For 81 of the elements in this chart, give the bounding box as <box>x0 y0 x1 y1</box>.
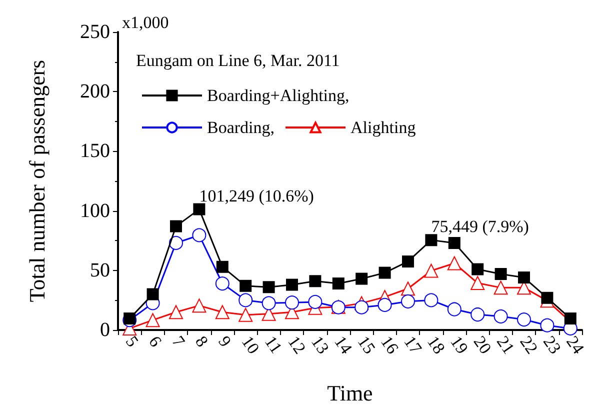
point <box>470 308 485 322</box>
point <box>494 268 507 280</box>
point <box>124 312 136 325</box>
x-tick-label: 22 <box>516 332 542 358</box>
point <box>215 305 230 320</box>
point <box>308 294 322 309</box>
x-tick-label: 23 <box>539 332 565 358</box>
point <box>146 288 159 300</box>
x-axis-title: Time <box>327 380 373 406</box>
point <box>356 272 368 285</box>
y-tick-label: 0 <box>100 319 110 341</box>
point <box>518 272 530 284</box>
x-tick-label: 18 <box>423 332 449 358</box>
legend-label: Boarding+Alighting, <box>207 86 350 105</box>
point <box>169 305 183 320</box>
point <box>378 298 392 312</box>
annotation: 75,449 (7.9%) <box>431 217 529 236</box>
legend-title: Eungam on Line 6, Mar. 2011 <box>136 51 340 70</box>
x-tick-label: 21 <box>493 332 518 358</box>
x-tick-label: 14 <box>330 332 356 358</box>
annotation: 101,249 (10.6%) <box>199 186 314 206</box>
point <box>517 312 531 327</box>
point <box>540 318 554 332</box>
point <box>470 276 485 290</box>
point <box>494 309 508 324</box>
point <box>424 264 438 278</box>
x-tick-label: 15 <box>354 332 380 358</box>
x-tick-label: 5 <box>122 332 142 350</box>
x-tick-label: 19 <box>446 332 472 358</box>
x-tick-label: 17 <box>400 332 426 358</box>
point <box>354 300 369 314</box>
point <box>448 236 460 249</box>
point <box>169 236 183 250</box>
text: x1,000 <box>122 13 169 32</box>
x-tick-label: 6 <box>145 332 166 350</box>
point <box>541 292 554 304</box>
point <box>401 282 415 296</box>
point <box>401 294 415 308</box>
point <box>215 276 230 291</box>
x-tick-label: 7 <box>168 332 189 351</box>
point <box>285 296 299 310</box>
x-tick-label: 13 <box>307 332 333 358</box>
point <box>240 280 252 292</box>
point <box>424 293 438 308</box>
legend-label: Alighting <box>350 118 416 137</box>
point <box>238 308 253 322</box>
y-tick-label: 200 <box>80 80 110 103</box>
point <box>472 263 484 276</box>
point <box>425 234 438 246</box>
point <box>447 256 462 270</box>
x-tick-label: 10 <box>238 332 264 358</box>
point <box>170 220 182 232</box>
point <box>332 278 344 290</box>
x-tick-label: 20 <box>470 332 496 358</box>
x-tick-label: 12 <box>284 332 310 358</box>
point <box>192 228 206 242</box>
y-tick-label: 150 <box>80 140 110 162</box>
point <box>216 260 228 273</box>
point <box>402 255 414 268</box>
point <box>447 302 462 316</box>
x-tick-label: 11 <box>261 332 286 357</box>
x-tick-label: 16 <box>377 332 402 358</box>
point <box>193 203 206 216</box>
legend-label: Boarding, <box>207 118 275 137</box>
point <box>309 275 322 288</box>
y-tick-label: 250 <box>80 21 110 43</box>
point <box>146 313 160 328</box>
point <box>378 266 391 279</box>
x-tick-label: 24 <box>562 332 588 358</box>
point <box>286 278 298 291</box>
point <box>494 280 508 295</box>
point <box>238 293 253 308</box>
y-tick-label: 100 <box>80 200 110 222</box>
point <box>192 298 206 313</box>
point <box>564 312 576 325</box>
x-tick-label: 8 <box>191 332 212 350</box>
point <box>262 281 275 294</box>
y-tick-label: 50 <box>90 259 110 282</box>
x-tick-label: 9 <box>214 332 236 350</box>
point <box>262 296 276 310</box>
y-axis-title: Total number of passengers <box>24 60 50 302</box>
